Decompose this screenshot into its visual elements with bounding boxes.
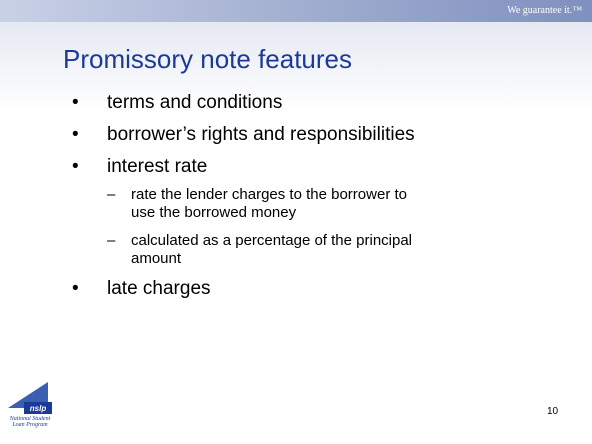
bullet: late charges [72, 278, 572, 300]
bullet: terms and conditions [72, 92, 572, 114]
sub-bullet: rate the lender charges to the borrower … [107, 186, 431, 222]
logo-caption: National Student Loan Program [9, 416, 51, 428]
sub-list: rate the lender charges to the borrower … [107, 186, 572, 268]
title: Promissory note features [63, 44, 353, 74]
tagline: We guarantee it.™ [507, 5, 582, 16]
logo: nslp National Student Loan Program [8, 382, 52, 428]
logo-text: nslp [30, 404, 47, 413]
bullet: borrower’s rights and responsibilities [72, 124, 572, 146]
bullet-text: interest rate [107, 156, 208, 177]
page-number: 10 [547, 406, 559, 417]
top-bar: We guarantee it.™ [0, 0, 592, 22]
bullet: interest rate rate the lender charges to… [72, 156, 572, 268]
sub-bullet: calculated as a percentage of the princi… [107, 232, 431, 268]
bullet-list: terms and conditions borrower’s rights a… [72, 92, 572, 310]
